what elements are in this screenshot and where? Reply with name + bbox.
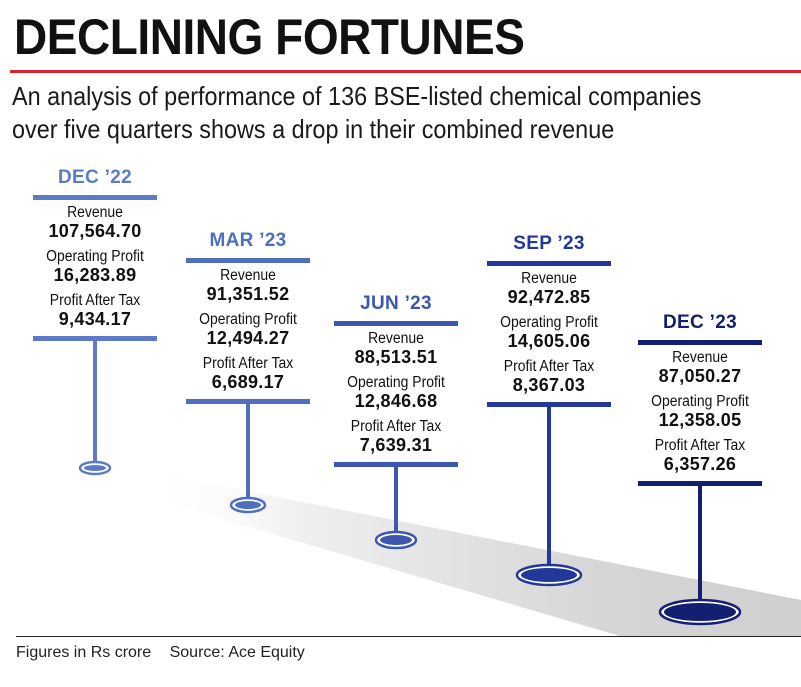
operating-profit-value: 14,605.06 (507, 331, 591, 351)
operating-profit-value: 16,283.89 (53, 265, 137, 285)
quarter-label: DEC ’23 (663, 312, 737, 333)
quarter-card: SEP ’23 Revenue 92,472.85 Operating Profit 1… (487, 233, 611, 411)
revenue-value: 107,564.70 (48, 221, 142, 241)
quarter-bottom-bar (638, 481, 762, 486)
subtitle: An analysis of performance of 136 BSE-li… (12, 80, 701, 146)
title-divider (10, 70, 801, 73)
revenue-value: 88,513.51 (354, 347, 438, 367)
operating-profit-value: 12,358.05 (658, 410, 742, 430)
revenue-label: Revenue (368, 330, 424, 347)
profit-after-tax-label: Profit After Tax (503, 358, 595, 375)
post-stem (698, 486, 702, 612)
quarter-top-bar (334, 321, 458, 326)
footer-units-note: Figures in Rs crore (16, 644, 152, 661)
subtitle-line-1: An analysis of performance of 136 BSE-li… (12, 81, 702, 111)
operating-profit-value: 12,494.27 (206, 328, 290, 348)
quarter-card: DEC ’23 Revenue 87,050.27 Operating Profit 1… (638, 312, 762, 490)
profit-after-tax-value: 9,434.17 (58, 309, 132, 329)
profit-after-tax-value: 7,639.31 (359, 435, 433, 455)
post-stem (547, 407, 551, 575)
quarter-label: DEC ’22 (58, 167, 132, 188)
operating-profit-label: Operating Profit (46, 248, 144, 265)
quarter-card: MAR ’23 Revenue 91,351.52 Operating Profit 1… (186, 230, 310, 408)
operating-profit-label: Operating Profit (199, 311, 297, 328)
revenue-label: Revenue (67, 204, 123, 221)
operating-profit-label: Operating Profit (651, 393, 749, 410)
quarter-label: JUN ’23 (360, 293, 432, 314)
post-base-disc (664, 603, 736, 621)
quarter-top-bar (186, 258, 310, 263)
quarter-label: MAR ’23 (209, 230, 287, 251)
revenue-label: Revenue (220, 267, 276, 284)
quarter-top-bar (638, 340, 762, 345)
profit-after-tax-label: Profit After Tax (49, 292, 141, 309)
operating-profit-value: 12,846.68 (354, 391, 438, 411)
quarter-bottom-bar (186, 399, 310, 404)
quarter-top-bar (487, 261, 611, 266)
post-base-disc (380, 535, 412, 545)
quarter-label: SEP ’23 (513, 233, 585, 254)
quarter-bottom-bar (33, 336, 157, 341)
operating-profit-label: Operating Profit (500, 314, 598, 331)
profit-after-tax-label: Profit After Tax (350, 418, 442, 435)
subtitle-line-2: over five quarters shows a drop in their… (12, 114, 615, 144)
quarter-bottom-bar (487, 402, 611, 407)
post-stem (394, 467, 398, 540)
post-stem (246, 404, 250, 505)
page-title: DECLINING FORTUNES (14, 9, 525, 65)
profit-after-tax-label: Profit After Tax (202, 355, 294, 372)
operating-profit-label: Operating Profit (347, 374, 445, 391)
post-stem (93, 341, 97, 468)
revenue-label: Revenue (521, 270, 577, 287)
profit-after-tax-value: 8,367.03 (512, 375, 586, 395)
post-base-disc (235, 501, 261, 509)
revenue-label: Revenue (672, 349, 728, 366)
profit-after-tax-value: 6,689.17 (211, 372, 285, 392)
revenue-value: 91,351.52 (206, 284, 290, 304)
footer-source: Source: Ace Equity (169, 644, 305, 661)
ground-ramp (140, 470, 801, 636)
footer-divider (16, 636, 801, 637)
quarter-card: DEC ’22 Revenue 107,564.70 Operating Profit… (33, 167, 157, 345)
profit-after-tax-value: 6,357.26 (663, 454, 737, 474)
revenue-value: 87,050.27 (658, 366, 742, 386)
post-base-disc (84, 465, 106, 471)
quarter-card: JUN ’23 Revenue 88,513.51 Operating Profit 1… (334, 293, 458, 471)
footer: Figures in Rs crore Source: Ace Equity (16, 644, 305, 662)
quarter-bottom-bar (334, 462, 458, 467)
profit-after-tax-label: Profit After Tax (654, 437, 746, 454)
post-base-disc (521, 568, 577, 582)
quarter-top-bar (33, 195, 157, 200)
revenue-value: 92,472.85 (507, 287, 591, 307)
